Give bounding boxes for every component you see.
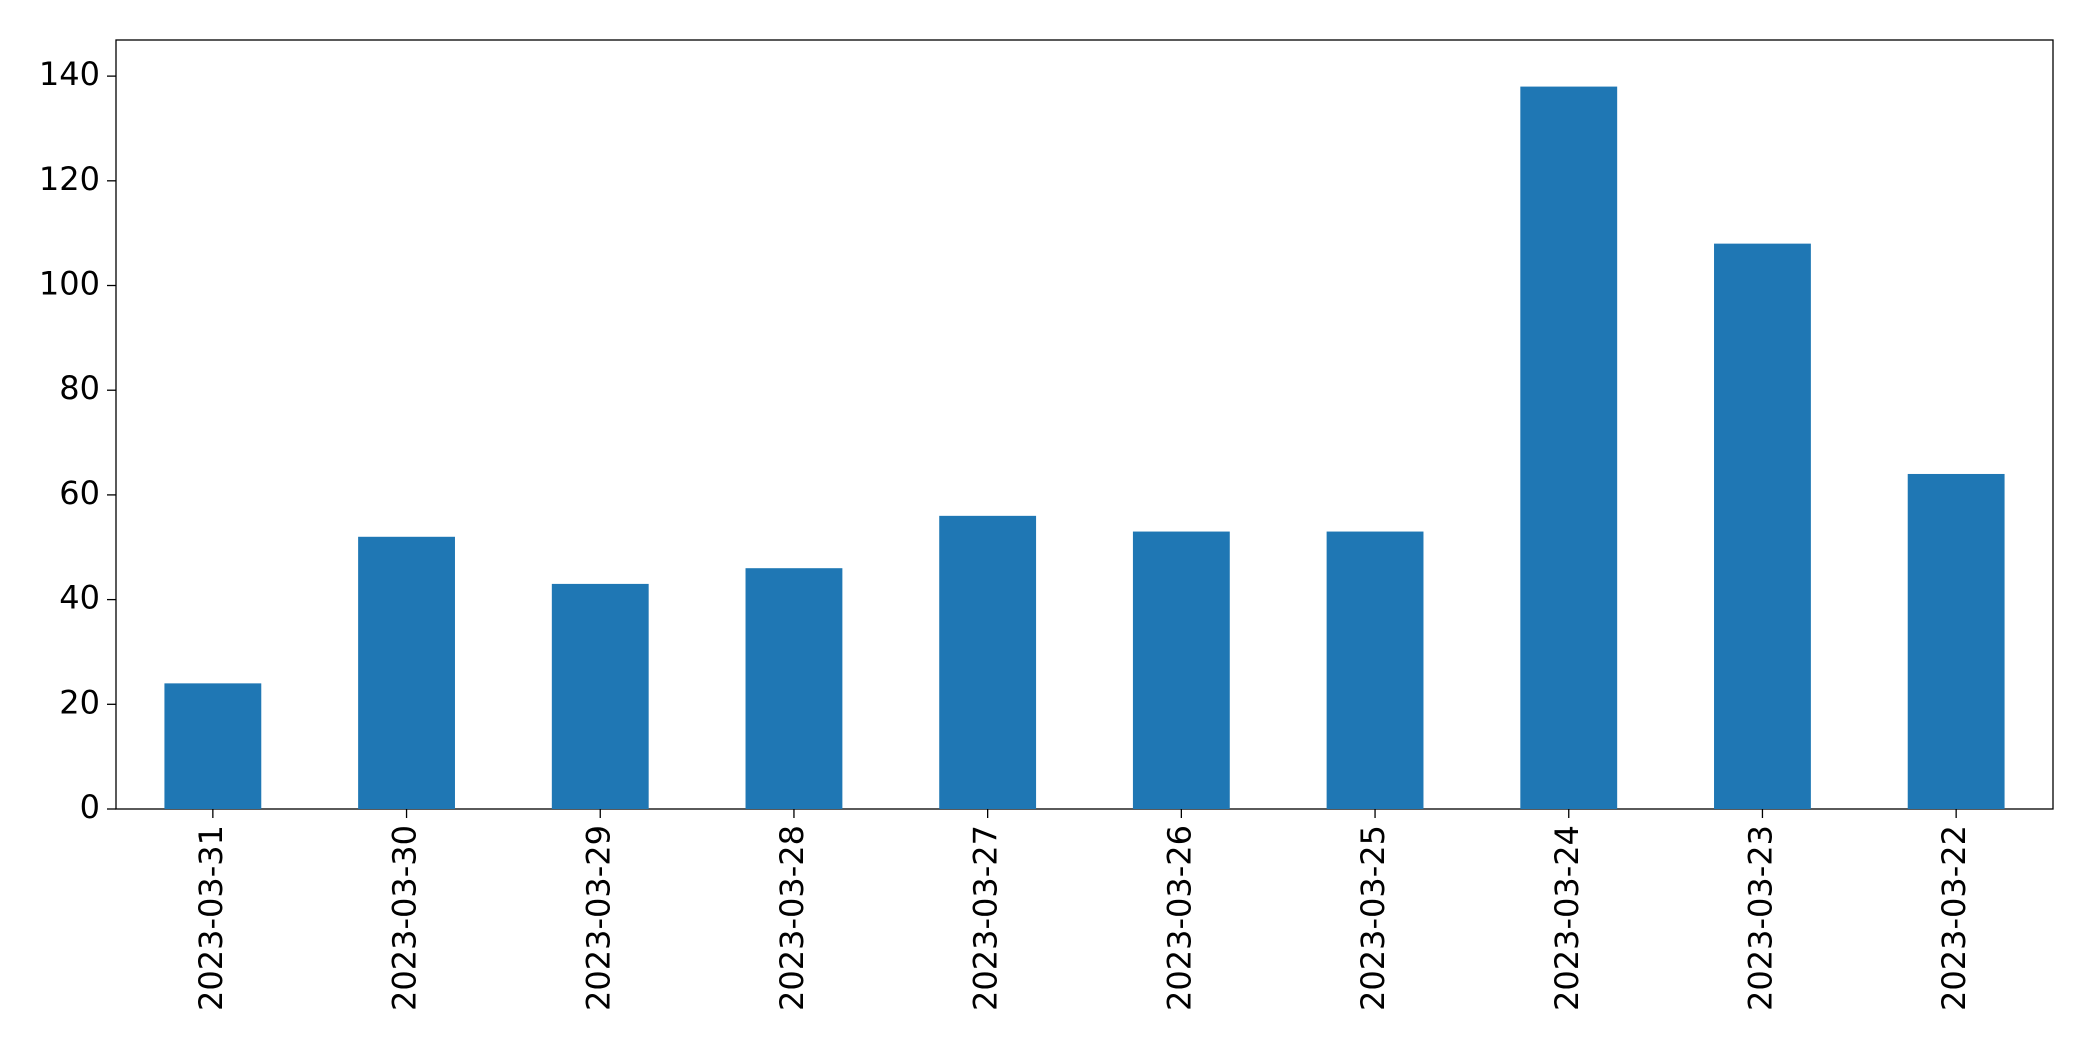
x-tick-label: 2023-03-25 xyxy=(1354,825,1392,1011)
bar xyxy=(358,536,455,809)
y-tick-label: 120 xyxy=(39,160,100,198)
y-tick-label: 0 xyxy=(80,788,100,826)
bar xyxy=(551,583,649,809)
x-tick-label: 2023-03-30 xyxy=(386,825,424,1011)
y-tick-label: 60 xyxy=(59,474,100,512)
bar xyxy=(1326,531,1424,809)
x-tick-label: 2023-03-28 xyxy=(773,825,811,1011)
y-tick-label: 40 xyxy=(59,579,100,617)
bar xyxy=(745,568,843,809)
x-tick-label: 2023-03-22 xyxy=(1935,825,1973,1011)
x-tick-label: 2023-03-31 xyxy=(192,825,230,1011)
bar xyxy=(1907,473,2005,809)
bar xyxy=(1132,531,1230,809)
bar xyxy=(939,515,1037,809)
y-tick-label: 80 xyxy=(59,369,100,407)
x-tick-label: 2023-03-24 xyxy=(1548,825,1586,1011)
bar xyxy=(1714,243,1811,809)
x-tick-label: 2023-03-26 xyxy=(1160,825,1198,1011)
bar xyxy=(164,683,262,809)
x-tick-label: 2023-03-29 xyxy=(579,825,617,1011)
y-tick-label: 140 xyxy=(39,55,100,93)
plot-frame xyxy=(115,39,2054,810)
x-tick-label: 2023-03-23 xyxy=(1741,825,1779,1011)
bar xyxy=(1520,86,1618,809)
y-tick-label: 100 xyxy=(39,265,100,303)
x-tick-label: 2023-03-27 xyxy=(967,825,1005,1011)
y-tick-label: 20 xyxy=(59,683,100,721)
